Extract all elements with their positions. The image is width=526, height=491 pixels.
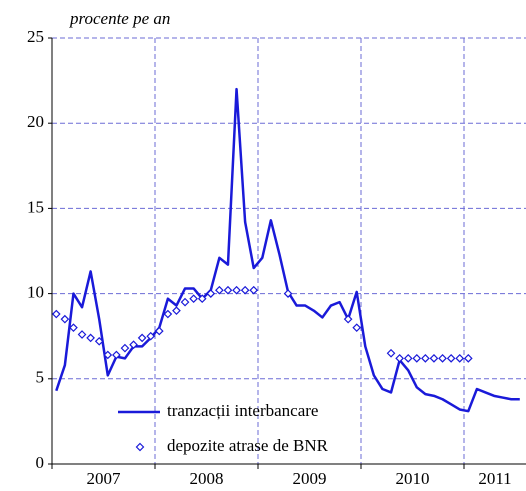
diamond-marker: [429, 354, 439, 363]
diamond-marker: [120, 343, 130, 353]
diamond-marker: [455, 354, 465, 363]
diamond-marker: [69, 323, 78, 333]
diamond-marker: [137, 333, 147, 343]
diamond-marker: [197, 294, 207, 304]
diamond-marker: [343, 314, 353, 324]
diamond-marker: [240, 285, 250, 295]
diamond-marker: [438, 354, 447, 363]
diamond-marker: [77, 330, 87, 339]
diamond-marker: [395, 354, 404, 363]
diamond-marker: [232, 285, 241, 295]
subtitle: procente pe an: [69, 9, 170, 28]
diamond-marker: [386, 348, 396, 358]
x-tick-label: 2010: [396, 469, 430, 488]
x-tick-label: 2009: [293, 469, 327, 488]
diamond-marker: [421, 354, 430, 363]
diamond-marker: [206, 289, 216, 298]
diamond-marker: [86, 333, 95, 343]
y-tick-label: 0: [36, 453, 45, 472]
x-tick-label: 2007: [87, 469, 122, 488]
y-tick-label: 15: [27, 197, 44, 216]
diamond-marker: [163, 309, 173, 319]
diamond-marker: [283, 289, 293, 298]
diamond-marker: [352, 323, 362, 333]
diamond-marker: [51, 309, 61, 319]
y-tick-label: 5: [36, 368, 45, 387]
diamond-marker: [180, 297, 190, 307]
diamond-marker: [154, 326, 164, 336]
diamond-marker: [60, 314, 70, 324]
diamond-marker: [94, 336, 104, 346]
diamond-marker: [249, 285, 259, 295]
y-tick-label: 10: [27, 283, 44, 302]
diamond-marker: [112, 350, 121, 360]
diamond-marker: [412, 354, 422, 363]
diamond-marker: [129, 340, 138, 350]
diamond-marker: [172, 306, 181, 315]
legend-label: tranzacții interbancare: [167, 401, 318, 420]
x-tick-label: 2008: [190, 469, 224, 488]
diamond-marker: [446, 354, 456, 363]
x-tick-label: 2011: [478, 469, 511, 488]
legend-label: depozite atrase de BNR: [167, 436, 329, 455]
diamond-marker: [215, 285, 224, 295]
y-tick-label: 20: [27, 112, 44, 131]
diamond-marker: [189, 294, 198, 304]
diamond-marker: [223, 285, 233, 295]
diamond-marker: [403, 354, 413, 363]
series-line: [55, 87, 520, 413]
legend-marker: [135, 442, 145, 452]
diamond-marker: [146, 331, 156, 341]
y-tick-label: 25: [27, 27, 44, 46]
diamond-marker: [103, 350, 113, 360]
diamond-marker: [463, 354, 473, 363]
